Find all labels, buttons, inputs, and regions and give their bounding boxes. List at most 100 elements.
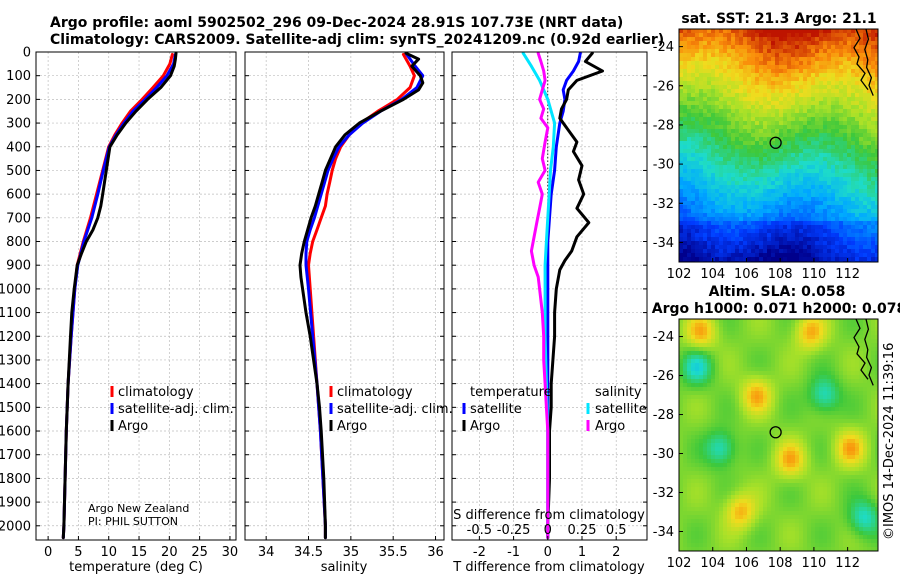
map-cell: [687, 359, 692, 364]
map-cell: [687, 347, 692, 352]
map-cell: [855, 153, 860, 158]
map-cell: [819, 241, 824, 246]
map-cell: [779, 205, 784, 210]
map-cell: [871, 165, 876, 170]
map-cell: [855, 133, 860, 138]
map-cell: [747, 407, 752, 412]
map-cell: [771, 451, 776, 456]
map-cell: [863, 173, 868, 178]
map-cell: [827, 189, 832, 194]
map-cell: [839, 319, 844, 324]
map-cell: [811, 209, 816, 214]
map-cell: [827, 253, 832, 258]
map-cell: [831, 41, 836, 46]
map-cell: [823, 181, 828, 186]
map-cell: [711, 387, 716, 392]
map-cell: [695, 121, 700, 126]
map-cell: [739, 237, 744, 242]
map-cell: [875, 383, 878, 388]
map-cell: [863, 153, 868, 158]
map-cell: [867, 185, 872, 190]
map-cell: [811, 197, 816, 202]
map-cell: [811, 101, 816, 106]
map-cell: [867, 105, 872, 110]
map-cell: [731, 73, 736, 78]
map-cell: [843, 411, 848, 416]
map-cell: [787, 387, 792, 392]
map-cell: [839, 347, 844, 352]
map-cell: [687, 327, 692, 332]
map-cell: [723, 89, 728, 94]
map-cell: [755, 181, 760, 186]
map-cell: [787, 149, 792, 154]
map-cell: [779, 117, 784, 122]
map-cell: [867, 399, 872, 404]
map-cell: [691, 161, 696, 166]
map-cell: [851, 221, 856, 226]
map-cell: [767, 327, 772, 332]
map-cell: [699, 201, 704, 206]
map-cell: [851, 137, 856, 142]
map-cell: [771, 399, 776, 404]
map-cell: [719, 161, 724, 166]
map-cell: [703, 73, 708, 78]
map-cell: [839, 455, 844, 460]
map-cell: [799, 121, 804, 126]
map-cell: [711, 375, 716, 380]
map-cell: [831, 435, 836, 440]
map-cell: [747, 347, 752, 352]
map-cell: [875, 319, 878, 324]
map-cell: [815, 153, 820, 158]
map-cell: [827, 399, 832, 404]
map-cell: [683, 177, 688, 182]
argo-position-marker: [769, 136, 782, 149]
map-cell: [695, 89, 700, 94]
map-cell: [771, 137, 776, 142]
map-cell: [763, 213, 768, 218]
map-cell: [771, 53, 776, 58]
map-cell: [783, 141, 788, 146]
map-cell: [803, 471, 808, 476]
map-cell: [683, 463, 688, 468]
map-cell: [711, 189, 716, 194]
map-cell: [747, 427, 752, 432]
map-cell: [827, 411, 832, 416]
map-cell: [731, 355, 736, 360]
map-cell: [847, 217, 852, 222]
map-cell: [751, 125, 756, 130]
map-cell: [875, 415, 878, 420]
map-cell: [807, 383, 812, 388]
map-cell: [719, 129, 724, 134]
map-cell: [779, 53, 784, 58]
map-cell: [763, 161, 768, 166]
map-cell: [691, 53, 696, 58]
map-cell: [707, 463, 712, 468]
map-cell: [759, 351, 764, 356]
map-cell: [847, 93, 852, 98]
map-cell: [711, 49, 716, 54]
map-cell: [827, 201, 832, 206]
map-cell: [835, 145, 840, 150]
map-cell: [831, 387, 836, 392]
map-cell: [859, 351, 864, 356]
map-cell: [739, 33, 744, 38]
map-cell: [827, 117, 832, 122]
map-cell: [755, 73, 760, 78]
map-cell: [695, 117, 700, 122]
map-cell: [759, 323, 764, 328]
map-cell: [679, 41, 684, 46]
map-cell: [707, 157, 712, 162]
map-cell: [799, 415, 804, 420]
map-cell: [807, 237, 812, 242]
map-cell: [687, 237, 692, 242]
map-cell: [783, 149, 788, 154]
map-cell: [831, 141, 836, 146]
map-cell: [815, 221, 820, 226]
map-cell: [715, 197, 720, 202]
map-cell: [831, 403, 836, 408]
map-cell: [775, 367, 780, 372]
map-cell: [779, 367, 784, 372]
map-cell: [695, 201, 700, 206]
map-cell: [839, 343, 844, 348]
map-cell: [735, 455, 740, 460]
